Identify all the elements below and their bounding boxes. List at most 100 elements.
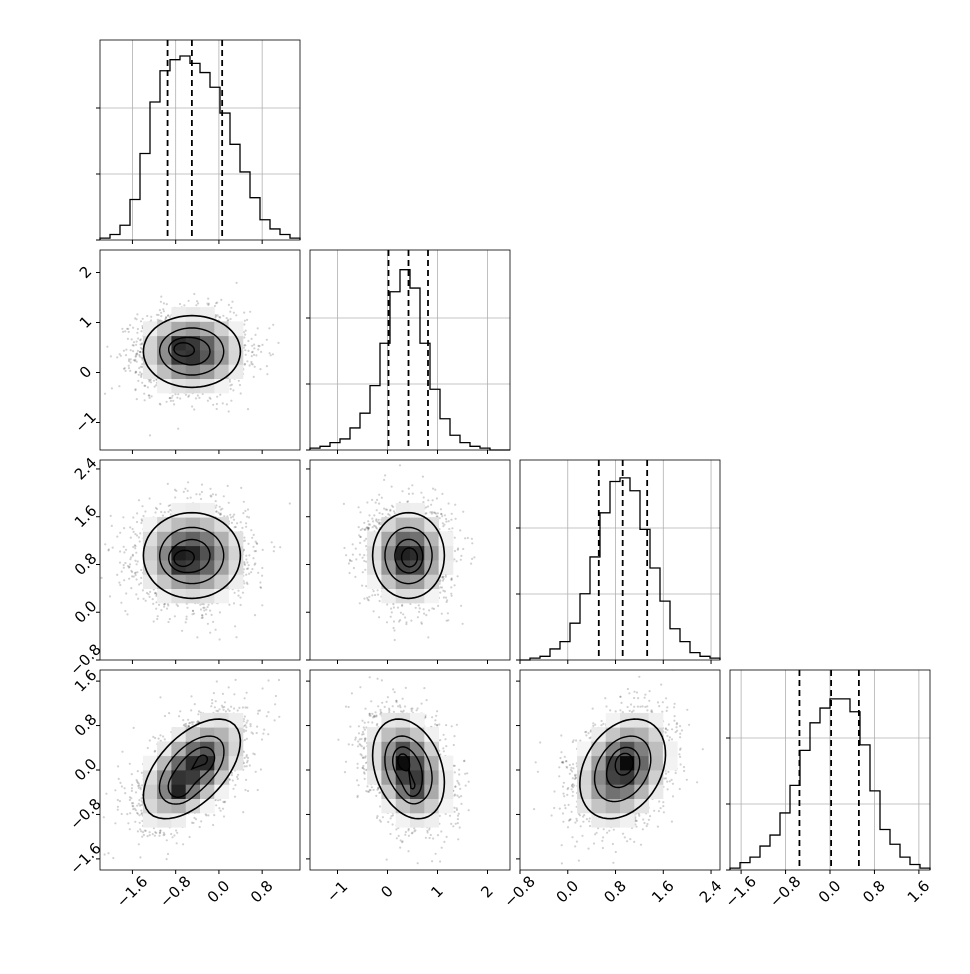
scatter-point xyxy=(136,313,138,315)
scatter-point xyxy=(193,293,195,295)
scatter-point xyxy=(149,497,151,499)
scatter-point xyxy=(119,584,121,586)
scatter-point xyxy=(143,393,145,395)
scatter-point xyxy=(422,476,424,478)
scatter-point xyxy=(116,574,118,576)
scatter-point xyxy=(132,350,134,352)
scatter-point xyxy=(209,398,211,400)
scatter-point xyxy=(173,403,175,405)
scatter-point xyxy=(110,515,112,517)
scatter-point xyxy=(215,511,217,513)
scatter-point xyxy=(246,582,248,584)
pair-panel-2-0 xyxy=(93,460,300,664)
scatter-point xyxy=(155,384,157,386)
scatter-point xyxy=(152,603,154,605)
scatter-point xyxy=(259,581,261,583)
scatter-point xyxy=(170,400,172,402)
scatter-point xyxy=(149,596,151,598)
scatter-point xyxy=(138,499,140,501)
scatter-point xyxy=(229,514,231,516)
scatter-point xyxy=(111,525,113,527)
scatter-point xyxy=(257,572,259,574)
scatter-point xyxy=(160,296,162,298)
scatter-point xyxy=(445,597,447,599)
scatter-point xyxy=(273,550,275,552)
scatter-point xyxy=(134,544,136,546)
scatter-point xyxy=(216,396,218,398)
scatter-point xyxy=(251,355,253,357)
scatter-point xyxy=(270,354,272,356)
scatter-point xyxy=(184,488,186,490)
scatter-point xyxy=(202,617,204,619)
scatter-point xyxy=(177,393,179,395)
scatter-point xyxy=(130,537,132,539)
scatter-point xyxy=(228,410,230,412)
scatter-point xyxy=(220,299,222,301)
scatter-point xyxy=(230,307,232,309)
scatter-point xyxy=(188,300,190,302)
scatter-point xyxy=(174,393,176,395)
scatter-point xyxy=(219,506,221,508)
pair-panel-1-0 xyxy=(82,250,300,454)
scatter-point xyxy=(233,514,235,516)
scatter-point xyxy=(202,607,204,609)
scatter-point xyxy=(199,604,201,606)
scatter-point xyxy=(273,546,275,548)
histogram-panel-1 xyxy=(306,250,510,454)
scatter-point xyxy=(146,592,148,594)
scatter-point xyxy=(138,536,140,538)
scatter-point xyxy=(260,587,262,589)
scatter-point xyxy=(234,592,236,594)
scatter-point xyxy=(249,364,251,366)
scatter-point xyxy=(104,393,106,395)
scatter-point xyxy=(136,571,138,573)
scatter-point xyxy=(140,330,142,332)
scatter-point xyxy=(246,360,248,362)
scatter-point xyxy=(181,630,183,632)
scatter-point xyxy=(125,370,127,372)
scatter-point xyxy=(230,516,232,518)
scatter-point xyxy=(109,595,111,597)
scatter-point xyxy=(222,402,224,404)
scatter-point xyxy=(215,504,217,506)
scatter-point xyxy=(168,505,170,507)
density-cell xyxy=(214,350,229,365)
scatter-point xyxy=(123,564,125,566)
scatter-point xyxy=(448,520,450,522)
scatter-point xyxy=(192,610,194,612)
scatter-point xyxy=(247,408,249,410)
scatter-point xyxy=(133,576,135,578)
density-cell xyxy=(200,560,215,575)
scatter-point xyxy=(210,495,212,497)
scatter-point xyxy=(160,511,162,513)
scatter-point xyxy=(142,515,144,517)
scatter-point xyxy=(132,546,134,548)
scatter-point xyxy=(266,339,268,341)
density-cell xyxy=(200,336,215,351)
scatter-point xyxy=(144,399,146,401)
histogram-panel-2 xyxy=(516,460,720,664)
scatter-point xyxy=(212,404,214,406)
scatter-point xyxy=(207,606,209,608)
scatter-point xyxy=(141,357,143,359)
scatter-point xyxy=(183,491,185,493)
scatter-point xyxy=(137,350,139,352)
scatter-point xyxy=(118,385,120,387)
scatter-point xyxy=(191,405,193,407)
scatter-point xyxy=(150,316,152,318)
scatter-point xyxy=(163,606,165,608)
scatter-point xyxy=(423,496,425,498)
scatter-point xyxy=(143,598,145,600)
scatter-point xyxy=(123,368,125,370)
scatter-point xyxy=(252,546,254,548)
scatter-point xyxy=(244,344,246,346)
scatter-point xyxy=(358,506,360,508)
scatter-point xyxy=(132,327,134,329)
scatter-point xyxy=(235,314,237,316)
scatter-point xyxy=(271,541,273,543)
scatter-point xyxy=(155,608,157,610)
scatter-point xyxy=(134,560,136,562)
scatter-point xyxy=(229,384,231,386)
scatter-point xyxy=(196,300,198,302)
scatter-point xyxy=(451,527,453,529)
